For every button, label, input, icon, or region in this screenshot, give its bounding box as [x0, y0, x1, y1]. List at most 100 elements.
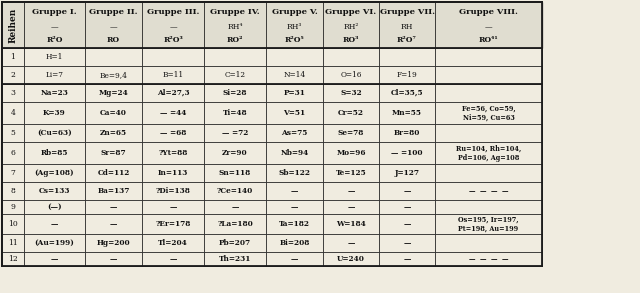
Text: Tl=204: Tl=204 — [158, 239, 188, 247]
Text: —: — — [403, 220, 411, 228]
Text: Cl=35,5: Cl=35,5 — [390, 89, 423, 97]
Bar — [435, 102, 542, 124]
Text: — =72: — =72 — [222, 129, 248, 137]
Bar — [204, 252, 266, 266]
Bar — [142, 124, 204, 142]
Bar — [2, 102, 24, 124]
Bar — [379, 142, 435, 164]
Bar — [204, 200, 266, 214]
Text: W=184: W=184 — [336, 220, 366, 228]
Text: 3: 3 — [10, 89, 15, 97]
Text: Sb=122: Sb=122 — [278, 169, 310, 177]
Bar — [85, 164, 142, 182]
Text: Zr=90: Zr=90 — [222, 149, 248, 157]
Bar — [24, 124, 85, 142]
Text: Ca=40: Ca=40 — [100, 109, 127, 117]
Bar — [85, 234, 142, 252]
Bar — [266, 2, 323, 48]
Bar — [142, 84, 204, 102]
Bar — [24, 234, 85, 252]
Bar — [142, 66, 204, 84]
Bar — [435, 124, 542, 142]
Text: —  —  —  —: — — — — — [468, 255, 508, 263]
Text: —: — — [169, 23, 177, 31]
Text: RO²: RO² — [227, 36, 243, 44]
Text: Cd=112: Cd=112 — [97, 169, 130, 177]
Bar — [142, 252, 204, 266]
Bar — [323, 200, 379, 214]
Bar — [85, 124, 142, 142]
Bar — [2, 84, 24, 102]
Bar — [323, 48, 379, 66]
Text: —: — — [291, 203, 298, 211]
Bar — [323, 182, 379, 200]
Text: ?Er=178: ?Er=178 — [156, 220, 191, 228]
Bar — [379, 252, 435, 266]
Bar — [266, 48, 323, 66]
Bar — [2, 214, 24, 234]
Text: RH⁴: RH⁴ — [227, 23, 243, 31]
Text: As=75: As=75 — [282, 129, 308, 137]
Text: B=11: B=11 — [163, 71, 184, 79]
Bar — [85, 252, 142, 266]
Text: H=1: H=1 — [46, 53, 63, 61]
Bar — [435, 182, 542, 200]
Text: (Cu=63): (Cu=63) — [37, 129, 72, 137]
Bar — [24, 48, 85, 66]
Text: Se=78: Se=78 — [338, 129, 364, 137]
Bar — [435, 234, 542, 252]
Text: Rb=85: Rb=85 — [41, 149, 68, 157]
Bar — [435, 214, 542, 234]
Text: N=14: N=14 — [284, 71, 305, 79]
Bar — [266, 234, 323, 252]
Text: Be=9,4: Be=9,4 — [100, 71, 127, 79]
Bar — [85, 84, 142, 102]
Text: —  —  —  —: — — — — — [468, 187, 508, 195]
Text: C=12: C=12 — [225, 71, 246, 79]
Bar — [266, 164, 323, 182]
Bar — [204, 124, 266, 142]
Bar — [204, 84, 266, 102]
Text: Gruppe III.: Gruppe III. — [147, 8, 199, 16]
Text: Mn=55: Mn=55 — [392, 109, 422, 117]
Bar — [379, 234, 435, 252]
Bar — [266, 66, 323, 84]
Bar — [379, 214, 435, 234]
Bar — [142, 2, 204, 48]
Text: O=16: O=16 — [340, 71, 362, 79]
Bar — [142, 142, 204, 164]
Text: 9: 9 — [11, 203, 15, 211]
Text: —: — — [51, 23, 58, 31]
Text: K=39: K=39 — [43, 109, 66, 117]
Bar — [204, 102, 266, 124]
Text: (—): (—) — [47, 203, 62, 211]
Text: RH: RH — [401, 23, 413, 31]
Text: U=240: U=240 — [337, 255, 365, 263]
Text: ?Di=138: ?Di=138 — [156, 187, 191, 195]
Bar — [142, 164, 204, 182]
Bar — [24, 252, 85, 266]
Bar — [323, 234, 379, 252]
Bar — [24, 200, 85, 214]
Text: RO⁴¹: RO⁴¹ — [479, 36, 499, 44]
Bar — [85, 200, 142, 214]
Text: Th=231: Th=231 — [219, 255, 251, 263]
Bar — [85, 2, 142, 48]
Bar — [204, 2, 266, 48]
Text: Nb=94: Nb=94 — [280, 149, 308, 157]
Bar — [323, 142, 379, 164]
Text: Sn=118: Sn=118 — [219, 169, 251, 177]
Bar — [24, 2, 85, 48]
Bar — [85, 102, 142, 124]
Bar — [24, 84, 85, 102]
Text: S=32: S=32 — [340, 89, 362, 97]
Text: ?Ce=140: ?Ce=140 — [217, 187, 253, 195]
Bar — [379, 124, 435, 142]
Text: In=113: In=113 — [158, 169, 188, 177]
Text: R²O⁷: R²O⁷ — [397, 36, 417, 44]
Text: —: — — [170, 203, 177, 211]
Text: Na=23: Na=23 — [40, 89, 68, 97]
Text: 5: 5 — [11, 129, 15, 137]
Text: Al=27,3: Al=27,3 — [157, 89, 189, 97]
Bar — [323, 214, 379, 234]
